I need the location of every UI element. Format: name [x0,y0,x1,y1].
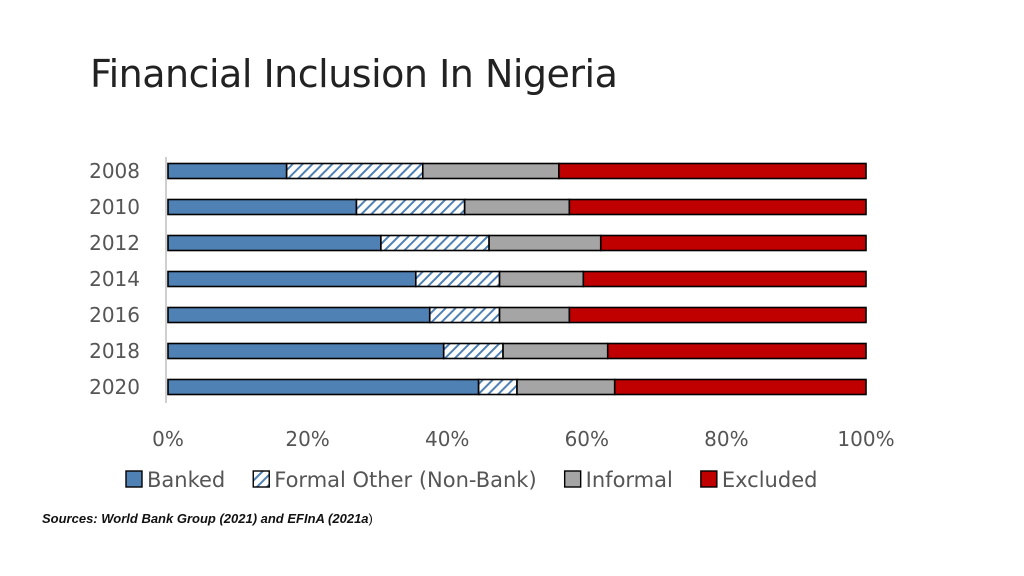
bar-segment [463,198,571,216]
bar-segment [355,198,466,216]
legend-label: Banked [147,468,225,492]
legend-swatch [563,470,582,488]
bar-segment [442,342,504,360]
legend-swatch [700,470,718,488]
bars-layer [167,162,867,396]
bar-segment [568,198,867,216]
category-label: 2010 [89,195,140,219]
bar-segment [558,162,867,180]
x-tick-label: 40% [425,427,469,451]
x-tick-label: 0% [152,427,184,451]
bar-segment [568,306,867,324]
bar-segment [488,234,602,252]
x-tick-label: 100% [837,427,894,451]
bar-segment [167,342,445,360]
slide-title: Financial Inclusion In Nigeria [90,52,618,96]
bar-segment [582,270,867,288]
bar-segment [421,162,560,180]
bar-segment [613,378,867,396]
sources-note: Sources: World Bank Group (2021) and EFI… [42,511,373,526]
category-labels: 2008 2010 2012 2014 2016 2018 2020 [89,159,140,399]
bar-segment [167,162,288,180]
bar-segment [380,234,490,252]
x-tick-labels: 0% 20% 40% 60% 80% 100% [152,427,894,451]
bar-segment [599,234,867,252]
x-tick-label: 60% [565,427,609,451]
bar-segment [167,270,417,288]
category-label: 2018 [89,339,140,363]
bar-segment [167,378,480,396]
category-label: 2014 [89,267,140,291]
x-tick-label: 80% [704,427,748,451]
legend-label: Formal Other (Non-Bank) [274,468,536,492]
category-label: 2012 [89,231,140,255]
bar-segment [167,234,382,252]
category-label: 2008 [89,159,140,183]
sources-text: Sources: World Bank Group (2021) and EFI… [42,511,369,526]
bar-segment [498,306,571,324]
bar-segment [498,270,585,288]
bar-segment [167,198,358,216]
bar-segment [428,306,501,324]
category-label: 2020 [89,375,140,399]
bar-segment [606,342,867,360]
bar-segment [414,270,501,288]
bar-segment [477,378,518,396]
legend-swatch [125,470,143,488]
x-tick-label: 20% [285,427,329,451]
legend-swatch [252,470,270,488]
legend-label: Excluded [722,468,818,492]
sources-close: ) [368,511,373,526]
bar-segment [516,378,616,396]
legend: Banked Formal Other (Non-Bank) Informal Exc… [125,468,818,492]
bar-segment [502,342,609,360]
category-label: 2016 [89,303,140,327]
legend-label: Informal [586,468,673,492]
bar-segment [167,306,431,324]
bar-segment [285,162,424,180]
